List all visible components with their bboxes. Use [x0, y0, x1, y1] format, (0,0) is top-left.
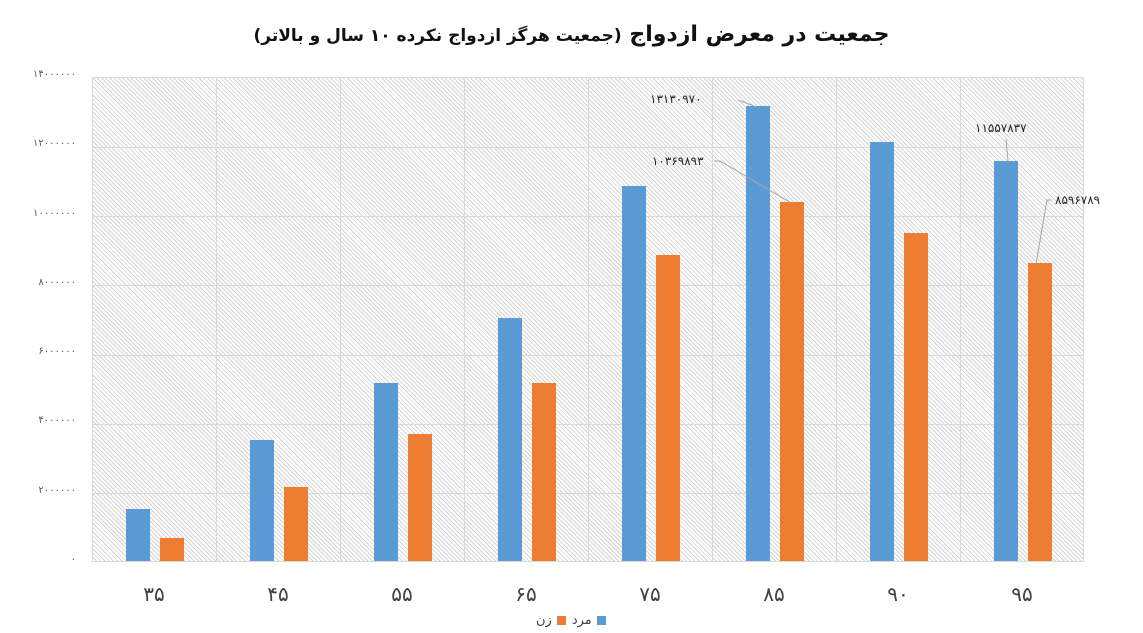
y-tick-label: ۲۰۰۰۰۰۰: [38, 484, 76, 496]
bar-male[interactable]: [622, 185, 646, 561]
bar-female[interactable]: [904, 232, 928, 561]
legend-label-female: زن: [536, 613, 552, 628]
legend-item-male[interactable]: مرد: [572, 613, 606, 628]
chart-subtitle: (جمعیت هرگز ازدواج نکرده ۱۰ سال و بالاتر…: [253, 26, 622, 46]
bar-male[interactable]: [870, 141, 894, 561]
v-gridline: [836, 78, 837, 561]
bar-female[interactable]: [1028, 263, 1052, 561]
bar-male[interactable]: [250, 440, 274, 561]
data-label: ۱۱۵۵۷۸۳۷: [975, 121, 1027, 135]
bar-male[interactable]: [126, 509, 150, 561]
v-gridline: [464, 78, 465, 561]
x-tick-label: ۷۵: [639, 582, 661, 606]
bar-female[interactable]: [656, 255, 680, 561]
data-label: ۱۰۳۶۹۸۹۳: [652, 154, 704, 168]
bar-female[interactable]: [160, 538, 184, 561]
bar-male[interactable]: [498, 318, 522, 561]
data-label: ۸۵۹۶۷۸۹: [1055, 193, 1101, 207]
plot-area: [92, 77, 1084, 562]
y-tick-label: ۱۴۰۰۰۰۰۰: [33, 69, 76, 80]
v-gridline: [216, 78, 217, 561]
y-tick-label: ۱۲۰۰۰۰۰۰: [33, 138, 76, 150]
y-tick-label: ۰: [70, 554, 76, 565]
x-tick-label: ۹۰: [887, 582, 909, 606]
x-tick-label: ۶۵: [515, 582, 537, 606]
v-gridline: [712, 78, 713, 561]
bar-female[interactable]: [284, 486, 308, 561]
bar-male[interactable]: [374, 382, 398, 561]
x-tick-label: ۴۵: [267, 582, 289, 606]
legend-swatch-female: [556, 616, 566, 625]
y-tick-label: ۸۰۰۰۰۰۰: [38, 276, 76, 288]
y-tick-label: ۱۰۰۰۰۰۰۰: [33, 207, 76, 219]
chart-title: جمعیت در معرض ازدواج (جمعیت هرگز ازدواج …: [0, 22, 1143, 47]
legend-label-male: مرد: [571, 613, 592, 628]
v-gridline: [340, 78, 341, 561]
y-tick-label: ۶۰۰۰۰۰۰: [38, 346, 76, 358]
bar-male[interactable]: [746, 106, 770, 561]
chart-title-main: جمعیت در معرض ازدواج: [629, 22, 890, 47]
v-gridline: [960, 78, 961, 561]
x-tick-label: ۸۵: [763, 582, 785, 606]
y-tick-label: ۴۰۰۰۰۰۰: [38, 415, 76, 427]
bar-female[interactable]: [408, 433, 432, 561]
bar-female[interactable]: [780, 201, 804, 561]
x-tick-label: ۵۵: [391, 582, 413, 606]
legend: مرد زن: [536, 613, 606, 628]
data-label: ۱۳۱۳۰۹۷۰: [650, 92, 702, 106]
v-gridline: [588, 78, 589, 561]
legend-item-female[interactable]: زن: [536, 613, 566, 628]
x-tick-label: ۳۵: [143, 582, 165, 606]
x-tick-label: ۹۵: [1011, 582, 1033, 606]
bar-female[interactable]: [532, 382, 556, 561]
bar-male[interactable]: [994, 160, 1018, 561]
legend-swatch-male: [596, 616, 606, 625]
